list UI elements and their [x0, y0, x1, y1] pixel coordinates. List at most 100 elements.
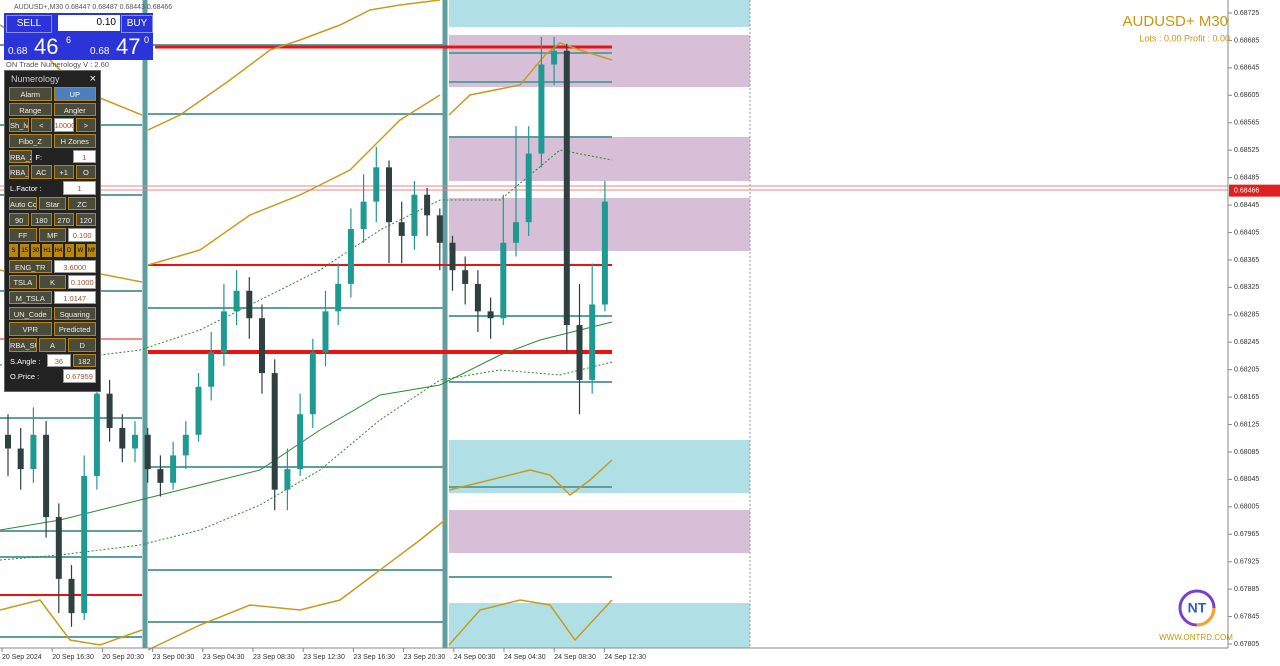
panel-button[interactable]: UN_Code — [9, 306, 52, 321]
panel-button[interactable]: 270 — [53, 212, 74, 226]
panel-input[interactable]: 0.100 — [68, 228, 97, 242]
panel-button[interactable]: 30 — [31, 243, 41, 258]
zone — [449, 137, 750, 181]
bid-big: 46 — [34, 34, 59, 59]
candle-body — [144, 434, 151, 470]
ask-big: 47 — [116, 34, 141, 59]
panel-button[interactable]: MN — [86, 243, 96, 258]
panel-button[interactable]: > — [75, 118, 96, 132]
candle-body — [589, 304, 596, 380]
panel-button[interactable]: Star — [38, 196, 67, 211]
panel-button[interactable]: 15 — [20, 243, 30, 258]
price-tick-label: 0.68205 — [1234, 366, 1259, 373]
panel-button[interactable]: K — [38, 275, 67, 289]
panel-button[interactable]: H4 — [53, 243, 63, 258]
candle-body — [309, 352, 316, 415]
time-tick-label: 23 Sep 16:30 — [353, 654, 395, 661]
panel-button[interactable]: 90 — [9, 212, 30, 226]
sell-button[interactable]: SELL — [6, 15, 52, 33]
panel-button[interactable]: ENG_TR — [9, 259, 52, 274]
price-tick-label: 0.68525 — [1234, 147, 1259, 154]
candle-body — [68, 578, 75, 614]
lot-input[interactable]: 0.10 — [58, 15, 120, 31]
price-tick-label: 0.68565 — [1234, 120, 1259, 127]
panel-button[interactable]: H Zones — [53, 134, 96, 148]
panel-button[interactable]: ZC — [68, 196, 97, 211]
panel-button[interactable]: TSLA — [9, 275, 37, 289]
panel-button[interactable]: A — [38, 338, 67, 352]
candle-body — [246, 290, 253, 319]
zone — [449, 35, 750, 87]
panel-button[interactable]: RBA_LVL — [9, 165, 30, 179]
candle-body — [220, 311, 227, 353]
buy-button[interactable]: BUY — [121, 15, 153, 33]
moving-average — [0, 149, 613, 366]
panel-button[interactable]: AC — [31, 165, 52, 179]
panel-input[interactable]: 0.1000 — [68, 275, 97, 289]
candle-body — [601, 201, 608, 305]
candle-body — [335, 283, 342, 312]
price-tick-label: 0.68405 — [1234, 229, 1259, 236]
panel-input[interactable]: 1 — [72, 149, 96, 164]
panel-button[interactable]: RBA_SUN — [9, 338, 37, 352]
price-tick-label: 0.67805 — [1234, 641, 1259, 648]
panel-button[interactable]: Sh_lvl — [9, 118, 30, 132]
panel-row: TSLA K 0.1000 — [5, 275, 100, 289]
session-lines — [142, 0, 448, 648]
panel-row: RBA_SUNAD — [5, 338, 100, 352]
panel-button[interactable]: Angler — [53, 102, 96, 117]
panel-button[interactable]: Alarm — [9, 87, 52, 101]
panel-button[interactable]: H1 — [42, 243, 52, 258]
candle-body — [271, 373, 278, 490]
panel-input[interactable]: 1 — [62, 181, 96, 195]
panel-input[interactable]: 10000.000 — [53, 118, 74, 132]
panel-button[interactable]: Predicted — [53, 322, 96, 336]
panel-button[interactable]: UP — [53, 87, 96, 101]
candle-body — [106, 393, 113, 428]
panel-button[interactable]: Auto Color — [9, 196, 37, 211]
zone — [449, 198, 750, 251]
ask-prefix: 0.68 — [90, 46, 110, 57]
close-button[interactable]: × — [89, 73, 96, 85]
panel-button[interactable]: Squaring — [53, 306, 96, 321]
panel-button[interactable]: D — [68, 338, 97, 352]
candle-body — [5, 434, 11, 449]
panel-button[interactable]: D — [64, 243, 74, 258]
panel-button[interactable]: RBA_Z — [9, 149, 33, 164]
zones — [449, 0, 750, 648]
candle-body — [551, 50, 558, 65]
panel-button[interactable]: W — [75, 243, 85, 258]
panel-button[interactable]: < — [31, 118, 52, 132]
candle-body — [132, 434, 138, 449]
panel-button[interactable]: 180 — [31, 212, 52, 226]
price-tick-label: 0.68485 — [1234, 174, 1259, 181]
panel-row: O.Price : 0.67959 — [5, 369, 100, 383]
panel-button[interactable]: MF — [38, 228, 67, 242]
panel-button[interactable]: 182 — [72, 353, 96, 368]
price-tick-label: 0.68725 — [1234, 10, 1259, 17]
panel-input[interactable]: 1.0147 — [53, 290, 96, 305]
panel-button[interactable]: M_TSLA — [9, 290, 52, 305]
time-tick-label: 24 Sep 08:30 — [554, 654, 596, 661]
panel-input[interactable]: 36 — [47, 353, 71, 368]
candle-body — [30, 434, 37, 470]
candle-body — [170, 455, 177, 483]
panel-button[interactable]: Range — [9, 102, 52, 117]
account-info: Lots : 0.00 Profit : 0.00 — [1139, 33, 1230, 43]
panel-input[interactable]: 3.6000 — [53, 259, 96, 274]
current-price-tag — [1229, 184, 1280, 197]
panel-button[interactable]: VPR — [9, 322, 52, 336]
panel-button[interactable]: S — [9, 243, 19, 258]
panel-button[interactable]: 120 — [75, 212, 96, 226]
panel-input[interactable]: 0.67959 — [62, 369, 96, 383]
candle-body — [284, 469, 291, 490]
panel-button[interactable]: FF — [9, 228, 37, 242]
candle-body — [119, 427, 126, 449]
panel-button[interactable]: O — [75, 165, 96, 179]
ask-small: 0 — [144, 35, 150, 45]
candle-body — [182, 434, 189, 456]
candle-body — [157, 469, 164, 483]
panel-button[interactable]: +1 — [53, 165, 74, 179]
moving-average — [0, 361, 613, 561]
panel-button[interactable]: Fibo_Z — [9, 134, 52, 148]
